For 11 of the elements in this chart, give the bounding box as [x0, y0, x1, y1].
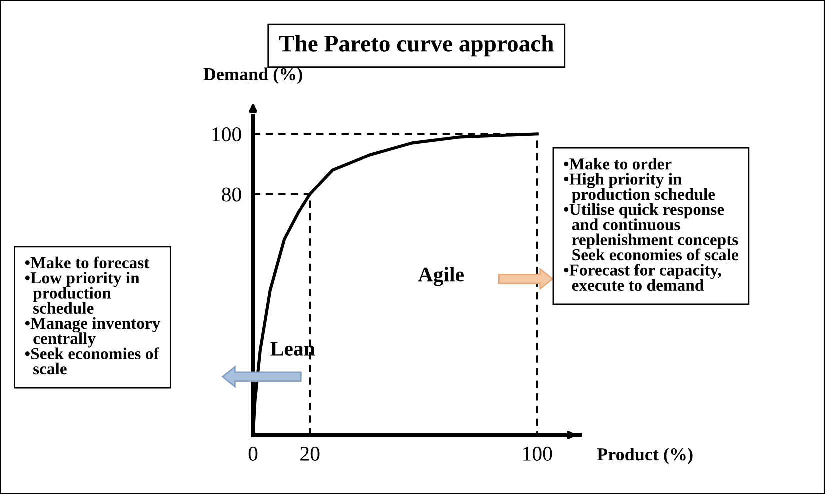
annotation: Agile	[418, 267, 464, 286]
annotation: Lean	[270, 342, 316, 356]
text: •Make to order •High priority in production schedule •Utilise quick response and continuous replenishment concepts Seek economies of scale •Forecast for capacity, execute to demand	[564, 158, 738, 292]
x-tick-label: 100	[524, 446, 552, 461]
text: •Make to forecast •Low priority in production schedule •Manage inventory centrally •Seek economies of scale	[25, 256, 160, 375]
y-axis-title: Demand (%)	[204, 68, 302, 84]
x-tick-label: 20	[300, 446, 320, 461]
y-tick-label: 80	[222, 188, 242, 202]
x-tick-label: 0	[248, 446, 258, 461]
chart-title: The Pareto curve approach	[279, 35, 554, 57]
x-axis-title: Product (%)	[597, 448, 693, 464]
